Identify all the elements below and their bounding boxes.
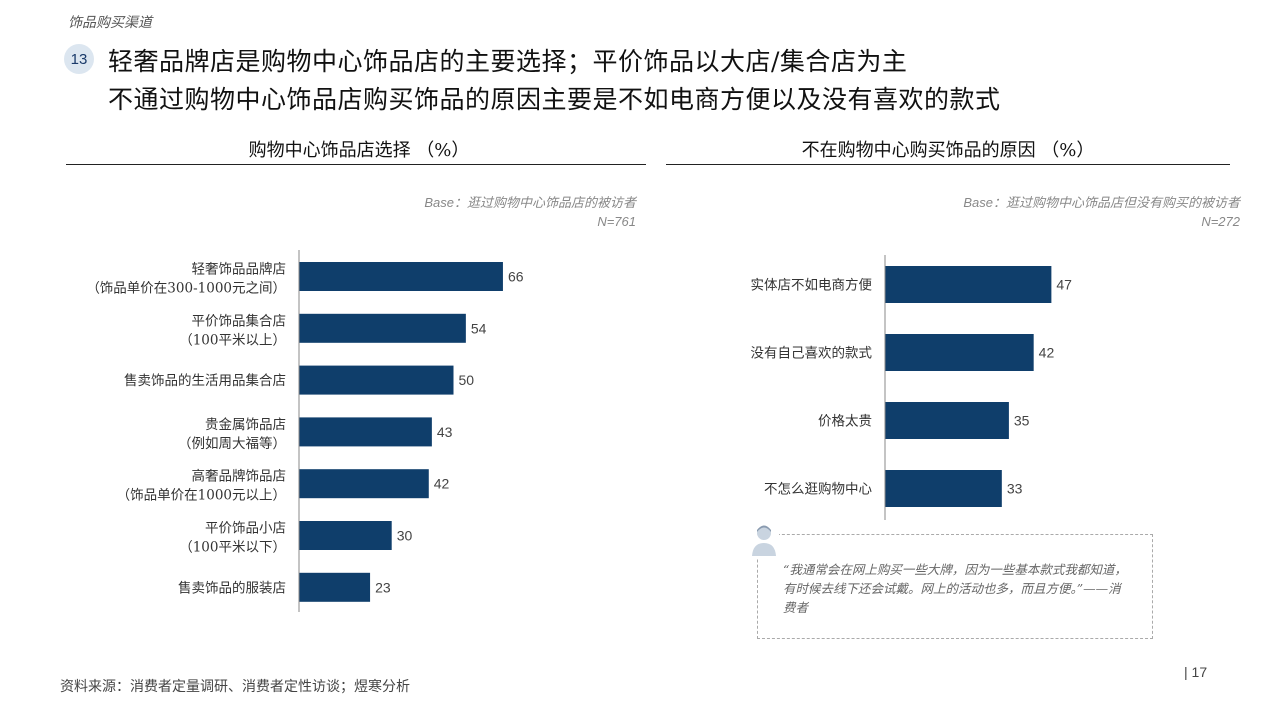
consumer-quote: “我通常会在网上购买一些大牌，因为一些基本款式我都知道，有时候去线下还会试戴。网… <box>783 562 1127 615</box>
left-title-rule <box>66 164 646 165</box>
left-bar-value-label: 30 <box>397 528 413 544</box>
left-bar-value-label: 23 <box>375 579 391 595</box>
left-category-label: 售卖饰品的生活用品集合店 <box>124 373 286 389</box>
right-base-label: Base <box>963 195 993 210</box>
left-bar-value-label: 43 <box>437 424 453 440</box>
quote-box <box>757 534 1153 639</box>
left-category-label: （例如周大福等） <box>178 435 286 452</box>
right-bar-value-label: 33 <box>1007 481 1023 497</box>
left-category-label: 售卖饰品的服装店 <box>178 580 286 596</box>
right-chart-title: 不在购物中心购买饰品的原因 （%） <box>801 140 1095 161</box>
source-note: 资料来源：消费者定量调研、消费者定性访谈；煜寒分析 <box>60 679 410 695</box>
left-category-label: （100平米以下） <box>179 540 286 556</box>
right-title-rule <box>666 164 1230 165</box>
left-bar-value-label: 54 <box>471 320 487 336</box>
right-bar <box>885 266 1052 303</box>
person-icon <box>749 522 779 558</box>
left-category-label: （100平米以上） <box>179 332 286 348</box>
slide-number-badge: 13 <box>64 44 94 74</box>
right-category-label: 不怎么逛购物中心 <box>764 482 872 498</box>
left-bar-value-label: 66 <box>508 269 524 285</box>
right-bar <box>885 402 1009 439</box>
left-category-label: 高奢品牌饰品店 <box>192 468 287 485</box>
left-bar <box>299 417 432 447</box>
left-bar <box>299 521 392 550</box>
section-label: 饰品购买渠道 <box>68 15 152 31</box>
left-bar <box>299 469 429 499</box>
right-category-label: 没有自己喜欢的款式 <box>751 346 873 362</box>
left-category-label: 贵金属饰品店 <box>205 417 286 433</box>
left-base-label: Base <box>424 195 454 210</box>
right-bar-value-label: 42 <box>1039 345 1055 361</box>
right-sample-size: N=272 <box>1201 214 1240 229</box>
left-category-label: （饰品单价在300-1000元之间） <box>86 281 286 297</box>
right-bar-value-label: 47 <box>1056 277 1072 293</box>
left-bar <box>299 365 454 395</box>
left-category-label: 平价饰品集合店 <box>192 313 287 329</box>
left-bar <box>299 572 371 602</box>
left-sample-size: N=761 <box>597 214 636 229</box>
page-number: | 17 <box>1184 664 1208 680</box>
headline-line-2: 不通过购物中心饰品店购买饰品的原因主要是不如电商方便以及没有喜欢的款式 <box>108 85 1001 114</box>
left-category-label: 平价饰品小店 <box>205 521 286 537</box>
left-base-text: ：逛过购物中心饰品店的被访者 <box>453 196 636 211</box>
left-bar <box>299 262 503 291</box>
left-category-label: 轻奢饰品品牌店 <box>192 261 287 278</box>
left-chart-title: 购物中心饰品店选择 （%） <box>248 140 470 161</box>
left-category-label: （饰品单价在1000元以上） <box>117 488 286 504</box>
left-base-note: Base：逛过购物中心饰品店的被访者 N=761 <box>300 194 636 232</box>
right-bar <box>885 334 1034 371</box>
headline-line-1: 轻奢品牌店是购物中心饰品店的主要选择；平价饰品以大店/集合店为主 <box>108 47 908 76</box>
left-bar-value-label: 42 <box>434 476 450 492</box>
right-base-text: ：逛过购物中心饰品店但没有购买的被访者 <box>992 196 1240 211</box>
right-base-note: Base：逛过购物中心饰品店但没有购买的被访者 N=272 <box>880 194 1240 232</box>
right-bar-value-label: 35 <box>1014 413 1030 429</box>
left-bar <box>299 313 466 343</box>
right-category-label: 实体店不如电商方便 <box>751 278 873 294</box>
right-bar <box>885 470 1002 507</box>
right-category-label: 价格太贵 <box>818 414 872 430</box>
left-bar-value-label: 50 <box>459 372 475 388</box>
